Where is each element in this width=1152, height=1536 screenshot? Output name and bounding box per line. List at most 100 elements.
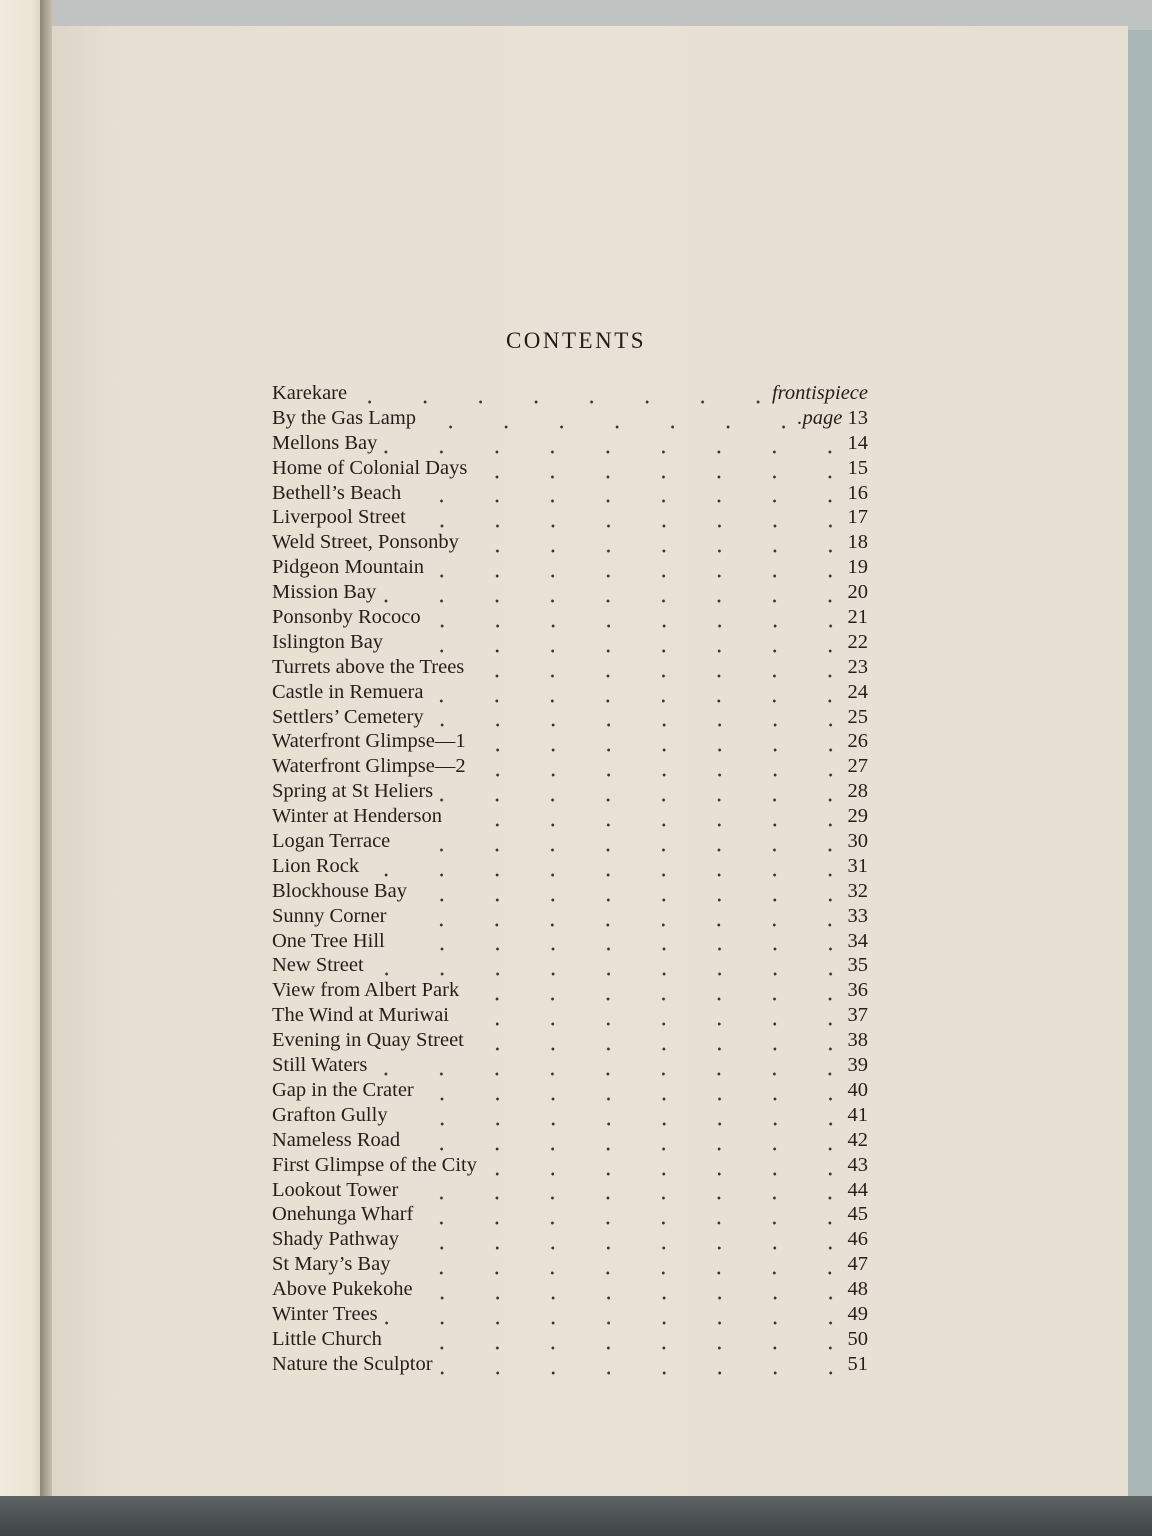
- entry-page: 29: [847, 805, 869, 828]
- contents-entry: Liverpool Street 17: [272, 506, 869, 532]
- page-number: 13: [847, 406, 869, 429]
- entry-title: Karekare: [272, 382, 348, 404]
- entry-title: Onehunga Wharf: [272, 1203, 414, 1226]
- page-title: CONTENTS: [505, 328, 647, 353]
- dot-leader: [383, 1307, 840, 1328]
- dot-leader: [419, 1083, 840, 1104]
- contents-entry: Still Waters 39: [272, 1054, 868, 1079]
- entry-page: 14: [847, 431, 869, 454]
- entry-page: 44: [847, 1178, 869, 1201]
- entry-title: Ponsonby Rococo: [272, 606, 421, 629]
- entry-page: 24: [847, 680, 869, 703]
- contents-entry: Waterfront Glimpse—2 27: [272, 755, 869, 781]
- contents-entry: Winter Trees 49: [272, 1303, 868, 1328]
- entry-title: Home of Colonial Days: [272, 456, 468, 479]
- contents-entry: By the Gas Lamp .page 13: [272, 407, 868, 432]
- dot-leader: [464, 536, 840, 557]
- contents-entry: Spring at St Heliers 28: [272, 780, 869, 806]
- dot-leader: [407, 486, 840, 507]
- entry-title: Spring at St Heliers: [272, 780, 434, 803]
- dot-leader: [471, 760, 840, 781]
- dot-leader: [390, 934, 840, 955]
- entry-title: St Mary’s Bay: [272, 1253, 391, 1276]
- contents-entry: Pidgeon Mountain 19: [272, 556, 869, 582]
- contents-entry: Lion Rock 31: [272, 855, 868, 880]
- contents-entry: Lookout Tower 44: [272, 1179, 868, 1204]
- entry-title: Above Pukekohe: [272, 1278, 413, 1301]
- entry-title: One Tree Hill: [272, 929, 385, 952]
- entry-page: 51: [847, 1352, 869, 1375]
- entry-title: Blockhouse Bay: [272, 879, 407, 902]
- contents-entry: Grafton Gully 41: [272, 1104, 868, 1129]
- entry-page: 32: [847, 879, 869, 902]
- contents-entry: Bethell’s Beach 16: [272, 482, 868, 507]
- contents-entry: Karekare frontispiece: [272, 382, 868, 407]
- entry-title: Nature the Sculptor: [272, 1352, 433, 1375]
- dot-leader: [404, 1233, 840, 1254]
- dot-leader: [392, 909, 840, 930]
- book-bottom-edge: [0, 1496, 1152, 1536]
- entry-page: 18: [847, 531, 869, 554]
- contents-entry: Nature the Sculptor 51: [272, 1353, 868, 1378]
- entry-title: By the Gas Lamp: [272, 406, 417, 429]
- entry-title: Castle in Remuera: [272, 680, 424, 703]
- dot-leader: [430, 561, 840, 582]
- entry-title: Evening in Quay Street: [272, 1029, 464, 1052]
- contents-entry: Little Church 50: [272, 1328, 868, 1353]
- entry-title: Waterfront Glimpse—2: [272, 755, 466, 778]
- entry-page: 25: [847, 705, 869, 728]
- page-label: .page: [797, 406, 843, 429]
- entry-title: Winter at Henderson: [272, 805, 442, 828]
- dot-leader: [383, 436, 840, 457]
- entry-page: 40: [847, 1078, 869, 1101]
- dot-leader: [353, 386, 768, 407]
- entry-page: 28: [847, 780, 869, 803]
- contents-entry: St Mary’s Bay 47: [272, 1253, 869, 1279]
- entry-page: 50: [847, 1327, 869, 1350]
- dot-leader: [465, 984, 840, 1005]
- contents-entry: View from Albert Park 36: [272, 979, 868, 1005]
- dot-leader: [422, 411, 794, 432]
- entry-page: 19: [847, 556, 869, 579]
- dot-leader: [470, 660, 840, 681]
- entry-page: 27: [847, 755, 869, 778]
- entry-title: Winter Trees: [272, 1302, 378, 1325]
- entry-title: Liverpool Street: [272, 506, 406, 529]
- entry-page: 26: [847, 730, 869, 753]
- entry-page: 39: [847, 1054, 869, 1077]
- dot-leader: [471, 735, 840, 756]
- entry-page: 35: [847, 954, 869, 977]
- dot-leader: [473, 461, 840, 482]
- entry-title: Waterfront Glimpse—1: [272, 730, 466, 753]
- entry-title: View from Albert Park: [272, 979, 460, 1002]
- dot-leader: [389, 635, 840, 656]
- contents-entry: Above Pukekohe 48: [272, 1278, 868, 1303]
- entry-page: 34: [847, 929, 869, 952]
- dot-leader: [369, 959, 840, 980]
- entry-title: New Street: [272, 954, 364, 977]
- entry-title: Gap in the Crater: [272, 1078, 414, 1101]
- entry-page: 22: [847, 630, 869, 653]
- entry-page: 47: [847, 1253, 869, 1276]
- entry-page: 42: [847, 1128, 869, 1151]
- contents-entry: Castle in Remuera 24: [272, 681, 868, 706]
- contents-entry: Evening in Quay Street 38: [272, 1029, 868, 1055]
- entry-title: Pidgeon Mountain: [272, 556, 425, 579]
- entry-page: 41: [847, 1103, 869, 1126]
- dot-leader: [396, 834, 840, 855]
- dot-leader: [439, 785, 840, 806]
- dot-leader: [406, 1133, 840, 1154]
- entry-title: Turrets above the Trees: [272, 655, 465, 678]
- entry-title: Logan Terrace: [272, 830, 391, 853]
- entry-page: 17: [847, 506, 869, 529]
- entry-page: 49: [847, 1302, 869, 1325]
- contents-entry: Mellons Bay 14: [272, 432, 868, 457]
- dot-leader: [373, 1058, 840, 1079]
- dot-leader: [412, 884, 840, 905]
- contents-list: Karekare frontispiece By the Gas Lamp .page…: [272, 382, 868, 1378]
- entry-page: 21: [847, 606, 869, 629]
- dot-leader: [365, 859, 840, 880]
- contents-entry: One Tree Hill 34: [272, 930, 868, 955]
- contents-entry: New Street 35: [272, 954, 869, 980]
- entry-page: 23: [847, 655, 869, 678]
